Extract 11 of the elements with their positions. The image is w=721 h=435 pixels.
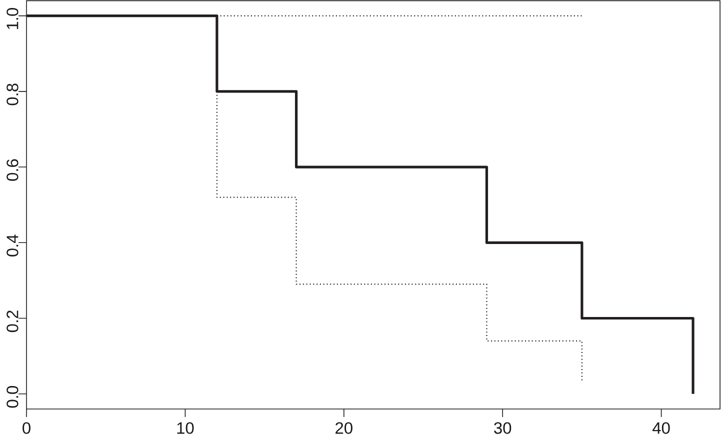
y-tick-label: 1.0 xyxy=(6,8,18,30)
y-tick-label: 0.4 xyxy=(6,234,18,256)
y-tick-label: 0.8 xyxy=(6,84,18,106)
y-tick-label: 0.6 xyxy=(6,159,18,181)
x-tick-label: 0 xyxy=(22,422,30,434)
y-tick-label: 0.2 xyxy=(6,310,18,332)
y-tick-label: 0.0 xyxy=(6,386,18,408)
x-tick-label: 10 xyxy=(177,422,194,434)
x-tick-label: 20 xyxy=(336,422,352,434)
x-tick-label: 40 xyxy=(652,422,670,434)
x-tick-label: 30 xyxy=(494,422,512,434)
